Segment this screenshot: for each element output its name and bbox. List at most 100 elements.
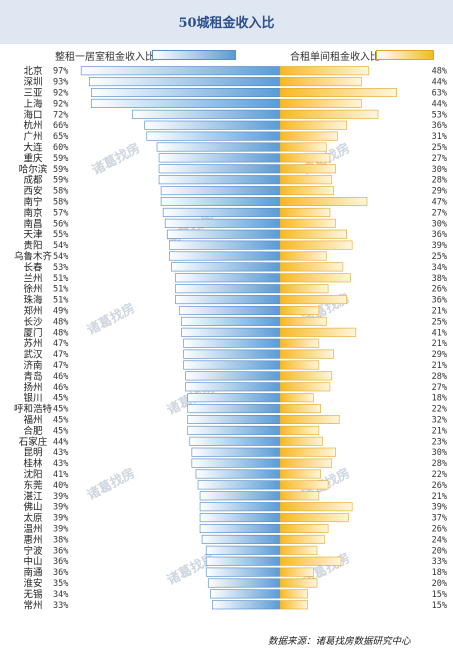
bar-left	[156, 142, 281, 152]
value-label-right: 21%	[432, 361, 447, 371]
value-label-left: 48%	[53, 317, 68, 327]
value-label-right: 38%	[432, 274, 447, 284]
value-label-left: 39%	[53, 525, 68, 535]
bar-right	[279, 600, 309, 610]
value-label-right: 33%	[432, 557, 447, 567]
value-label-left: 45%	[53, 405, 68, 415]
value-label-left: 59%	[53, 154, 68, 164]
value-label-right: 21%	[432, 307, 447, 317]
value-label-left: 45%	[53, 426, 68, 436]
category-label: 贵阳	[23, 240, 42, 252]
bar-left	[160, 186, 281, 196]
category-label: 兰州	[23, 272, 42, 284]
value-label-left: 49%	[53, 307, 68, 317]
category-label: 长沙	[23, 316, 43, 328]
bar-right	[279, 556, 342, 566]
bar-right	[279, 142, 327, 152]
bar-right	[279, 578, 318, 588]
watermark-text: 诸葛找房	[84, 300, 137, 339]
bar-right	[279, 98, 362, 108]
bar-right	[279, 534, 325, 544]
bar-right	[279, 502, 353, 512]
category-label: 南通	[23, 567, 43, 579]
value-label-left: 36%	[53, 546, 68, 556]
category-label: 广州	[23, 131, 42, 143]
category-label: 武汉	[23, 349, 43, 361]
value-label-left: 97%	[53, 67, 68, 77]
category-label: 合肥	[23, 425, 43, 437]
bar-right	[279, 480, 329, 490]
value-label-left: 57%	[53, 208, 68, 218]
value-label-left: 66%	[53, 121, 68, 131]
bar-left	[185, 382, 281, 392]
bar-left	[171, 262, 281, 272]
category-label: 昆明	[23, 448, 42, 459]
category-label: 沈阳	[23, 469, 42, 481]
bar-left	[199, 513, 281, 523]
bar-left	[146, 131, 281, 141]
value-label-left: 54%	[53, 241, 68, 251]
value-label-left: 55%	[53, 230, 68, 240]
category-label: 无锡	[23, 588, 42, 600]
value-label-right: 21%	[432, 339, 447, 349]
value-label-right: 27%	[432, 154, 447, 164]
bar-right	[279, 371, 333, 381]
watermark-text: 诸葛找房	[89, 140, 142, 179]
bar-left	[183, 338, 281, 348]
bar-left	[183, 360, 281, 370]
value-label-left: 51%	[53, 285, 68, 295]
category-label: 呼和浩特	[14, 403, 53, 415]
category-label: 大连	[23, 142, 43, 154]
category-label: 西安	[23, 185, 42, 197]
value-label-right: 41%	[432, 328, 447, 338]
bar-left	[89, 77, 281, 87]
bar-left	[207, 578, 281, 588]
value-label-right: 20%	[432, 546, 447, 556]
value-label-right: 32%	[432, 416, 447, 426]
category-label: 石家庄	[19, 436, 48, 448]
bar-right	[279, 360, 320, 370]
category-label: 深圳	[23, 77, 42, 88]
category-label: 厦门	[23, 327, 42, 339]
bar-left	[197, 480, 281, 490]
category-label: 佛山	[23, 501, 42, 513]
value-label-right: 36%	[432, 121, 447, 131]
bar-right	[279, 545, 318, 555]
category-label: 南昌	[23, 218, 42, 230]
category-label: 长春	[23, 261, 43, 273]
bar-right	[279, 207, 331, 217]
bar-right	[279, 284, 329, 294]
value-label-right: 34%	[432, 263, 447, 273]
bar-left	[187, 425, 281, 435]
value-label-left: 43%	[53, 459, 68, 469]
category-label: 温州	[23, 524, 42, 535]
bar-right	[279, 197, 368, 207]
bar-left	[199, 523, 281, 533]
value-label-left: 48%	[53, 328, 68, 338]
value-label-right: 44%	[432, 99, 447, 109]
bar-right	[279, 404, 322, 414]
value-label-left: 92%	[53, 89, 68, 99]
bar-left	[175, 273, 281, 283]
bar-left	[212, 600, 281, 610]
category-label: 中山	[23, 556, 42, 568]
bar-left	[175, 284, 281, 294]
category-label: 扬州	[23, 381, 42, 393]
bar-left	[179, 305, 281, 315]
category-label: 南京	[23, 207, 42, 219]
bar-right	[279, 240, 353, 250]
value-label-right: 47%	[432, 198, 447, 208]
bar-left	[175, 295, 281, 305]
bar-right	[279, 262, 344, 272]
bar-left	[195, 469, 281, 479]
value-label-right: 44%	[432, 78, 447, 88]
bar-left	[189, 436, 281, 446]
bar-right	[279, 491, 320, 501]
bar-right	[279, 447, 336, 457]
category-label: 杭州	[23, 120, 42, 132]
bar-left	[191, 447, 281, 457]
bar-left	[166, 229, 281, 239]
value-label-right: 31%	[432, 132, 447, 142]
bar-left	[181, 327, 281, 337]
bar-right	[279, 436, 323, 446]
